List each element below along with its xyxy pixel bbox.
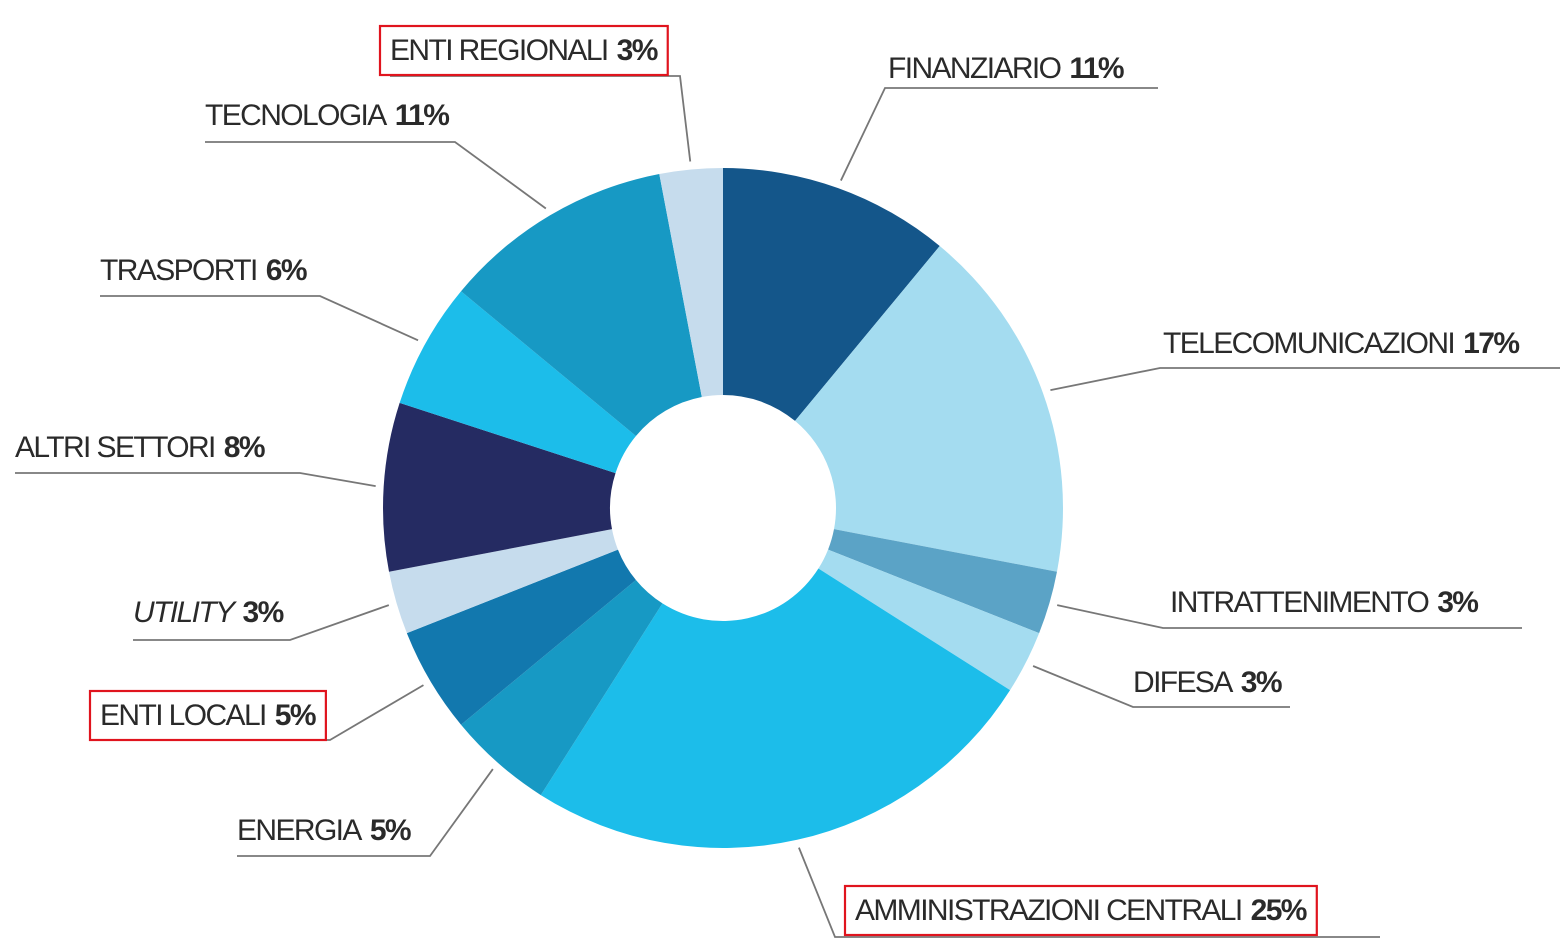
label-name: DIFESA [1133,666,1233,699]
highlight-box [378,24,669,77]
label-name: ENERGIA [237,814,362,847]
label-value: 11% [395,99,450,132]
leader-line [205,141,547,210]
leader-line [798,847,1380,938]
label-value: 6% [266,254,307,287]
slice-label: UTILITY 3% [133,596,284,629]
label-value: 3% [617,34,658,67]
label-name: ALTRI SETTORI [15,431,215,464]
slice-label: DIFESA 3% [1133,666,1282,699]
slice-label: AMMINISTRAZIONI CENTRALI 25% [855,894,1307,927]
slice-label: TECNOLOGIA 11% [205,99,449,132]
slice-label: ENTI LOCALI 5% [100,699,316,732]
label-name: TRASPORTI [100,254,257,287]
label-name: INTRATTENIMENTO [1170,586,1428,619]
leader-line [1056,604,1522,629]
highlight-box [88,689,327,742]
slice [659,168,723,398]
slice [389,529,618,634]
leader-line [133,604,390,641]
slice-label: INTRATTENIMENTO 3% [1170,586,1478,619]
leader-line [237,768,494,857]
slice [723,168,940,421]
slice [818,549,1040,691]
label-value: 17% [1463,327,1519,360]
slice [406,549,636,725]
slice [383,402,616,572]
slice-label: ENERGIA 5% [237,814,411,847]
label-name: ENTI REGIONALI [390,34,608,67]
label-name: UTILITY [133,596,237,629]
label-value: 5% [275,699,316,732]
leader-line [1050,367,1560,392]
slice-label: ALTRI SETTORI 8% [15,431,265,464]
slice-label: TRASPORTI 6% [100,254,307,287]
slice [828,529,1057,634]
label-value: 3% [242,596,283,629]
slice-label: FINANZIARIO 11% [888,52,1124,85]
slice [461,174,702,436]
slice [795,246,1063,572]
label-value: 5% [370,814,411,847]
label-value: 8% [224,431,265,464]
label-value: 3% [1437,586,1478,619]
highlight-box [843,884,1318,937]
slice [399,291,636,474]
leader-line [840,87,1158,181]
slice [540,568,1011,849]
slice [461,580,663,796]
label-name: ENTI LOCALI [100,699,266,732]
label-name: TECNOLOGIA [205,99,387,132]
label-value: 3% [1241,666,1282,699]
leader-line [1032,665,1290,708]
leader-line [100,295,419,342]
label-value: 25% [1251,894,1307,927]
label-name: TELECOMUNICAZIONI [1163,327,1454,360]
label-value: 11% [1069,52,1124,85]
slice-label: TELECOMUNICAZIONI 17% [1163,327,1519,360]
label-name: FINANZIARIO [888,52,1061,85]
slice-label: ENTI REGIONALI 3% [390,34,658,67]
label-name: AMMINISTRAZIONI CENTRALI [855,894,1242,927]
leader-line [15,472,376,488]
